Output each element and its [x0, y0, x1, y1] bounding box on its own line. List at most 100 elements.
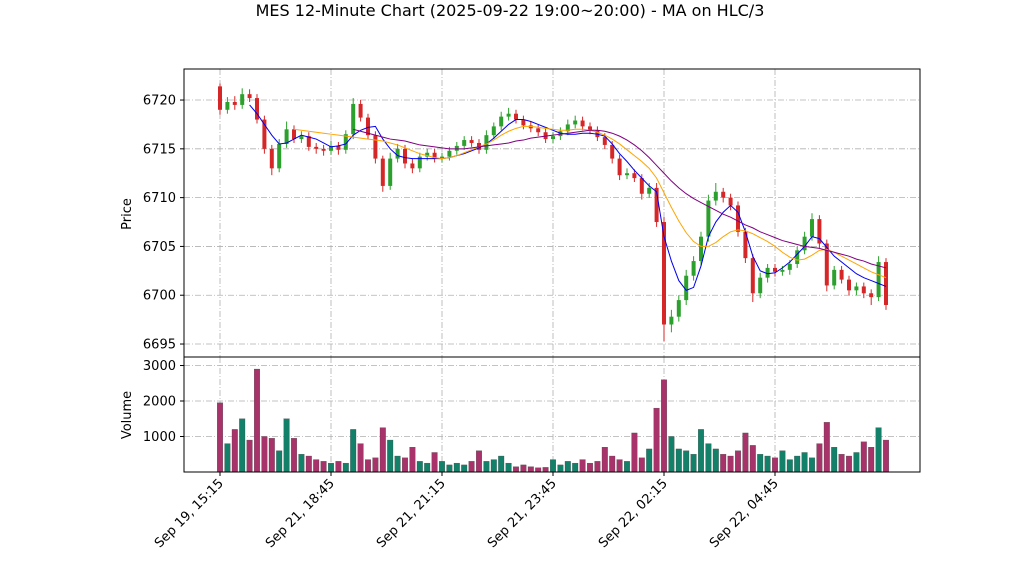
volume-bar — [298, 454, 305, 473]
candle-body — [506, 113, 511, 117]
volume-bar — [372, 457, 379, 473]
volume-bar — [239, 418, 246, 473]
volume-bar — [572, 462, 579, 473]
volume-bar — [601, 447, 608, 473]
volume-bar — [779, 450, 786, 473]
volume-bar — [712, 448, 719, 473]
candle-body — [839, 269, 844, 280]
volume-bar — [624, 461, 630, 473]
volume-bar — [453, 462, 460, 473]
candle-body — [654, 187, 659, 223]
x-tick-label: Sep 22, 04:45 — [707, 476, 782, 551]
volume-bar — [587, 462, 593, 473]
candle-body — [810, 219, 814, 237]
volume-bar — [616, 459, 623, 473]
volume-bar — [579, 459, 586, 473]
x-tick-label: Sep 21, 18:45 — [263, 476, 338, 551]
volume-bar — [335, 461, 342, 473]
candle-body — [795, 250, 800, 264]
volume-bar — [838, 454, 845, 473]
y-tick-label: 6705 — [143, 240, 176, 255]
volume-bar — [527, 466, 534, 473]
volume-bar — [853, 452, 860, 473]
candle-body — [447, 150, 452, 157]
candle-body — [358, 103, 363, 118]
candle-body — [440, 156, 444, 159]
candle-body — [284, 129, 289, 144]
candle-body — [514, 113, 518, 120]
candle-body — [780, 269, 785, 272]
volume-bar — [313, 459, 320, 473]
y-tick-label: 6715 — [143, 142, 176, 157]
volume-bar — [653, 407, 660, 473]
volume-bar — [675, 448, 682, 473]
volume-bar — [764, 455, 771, 473]
candle-body — [425, 152, 430, 157]
candle-body — [580, 120, 585, 127]
candle-body — [662, 222, 666, 325]
candle-body — [847, 279, 851, 291]
volume-bar — [424, 462, 431, 473]
candle-body — [876, 262, 881, 298]
volume-bar — [535, 467, 542, 473]
volume-bar — [690, 454, 697, 473]
volume-bar — [883, 439, 889, 473]
volume-bar — [831, 447, 838, 473]
candle-body — [817, 219, 822, 244]
candle-body — [314, 146, 319, 149]
volume-bar — [757, 454, 764, 473]
candle-body — [225, 101, 230, 110]
volume-bar — [809, 457, 815, 473]
volume-bar — [254, 368, 260, 473]
candle-body — [499, 116, 504, 127]
volume-bar — [846, 455, 852, 473]
candle-body — [299, 136, 304, 140]
volume-bar — [609, 455, 616, 473]
chart-title: MES 12-Minute Chart (2025-09-22 19:00~20… — [256, 1, 765, 20]
volume-bar — [735, 450, 741, 473]
candle-body — [884, 262, 888, 305]
volume-bar — [860, 441, 867, 473]
x-tick-label: Sep 21, 21:15 — [374, 476, 449, 551]
candle-body — [706, 200, 711, 237]
candle-body — [588, 126, 592, 131]
candle-body — [669, 316, 674, 325]
volume-bar — [402, 457, 408, 473]
x-tick-label: Sep 22, 02:15 — [596, 476, 671, 551]
volume-bar — [409, 447, 416, 473]
volume-bar — [490, 459, 497, 473]
volume-bar — [342, 462, 349, 473]
volume-bar — [291, 438, 297, 473]
plot-frame — [183, 356, 921, 473]
candle-body — [306, 136, 311, 147]
volume-bar — [246, 439, 253, 473]
volume-bar — [868, 447, 875, 473]
volume-bar — [276, 450, 283, 473]
volume-bar — [328, 462, 334, 473]
volume-bar — [683, 450, 690, 473]
candle-body — [277, 143, 282, 169]
candle-body — [565, 124, 570, 132]
candle-body — [802, 236, 807, 251]
volume-bar — [320, 461, 327, 473]
volume-bar — [631, 432, 638, 473]
volume-bar — [594, 461, 601, 473]
candle-body — [491, 126, 496, 136]
candle-body — [240, 94, 245, 105]
candle-body — [699, 236, 703, 262]
candle-body — [632, 173, 637, 179]
candle-body — [292, 129, 296, 140]
candle-body — [736, 205, 740, 232]
volume-bar — [268, 438, 275, 473]
volume-bar — [698, 429, 704, 473]
candle-body — [691, 261, 696, 276]
candle-body — [262, 119, 267, 149]
volume-bar — [446, 464, 453, 473]
y-tick-label: 3000 — [143, 359, 176, 374]
volume-bar — [439, 461, 445, 473]
candle-body — [343, 134, 348, 150]
volume-bar — [794, 455, 801, 473]
volume-bar — [461, 464, 468, 473]
volume-bar — [513, 466, 519, 473]
volume-bar — [772, 457, 778, 473]
